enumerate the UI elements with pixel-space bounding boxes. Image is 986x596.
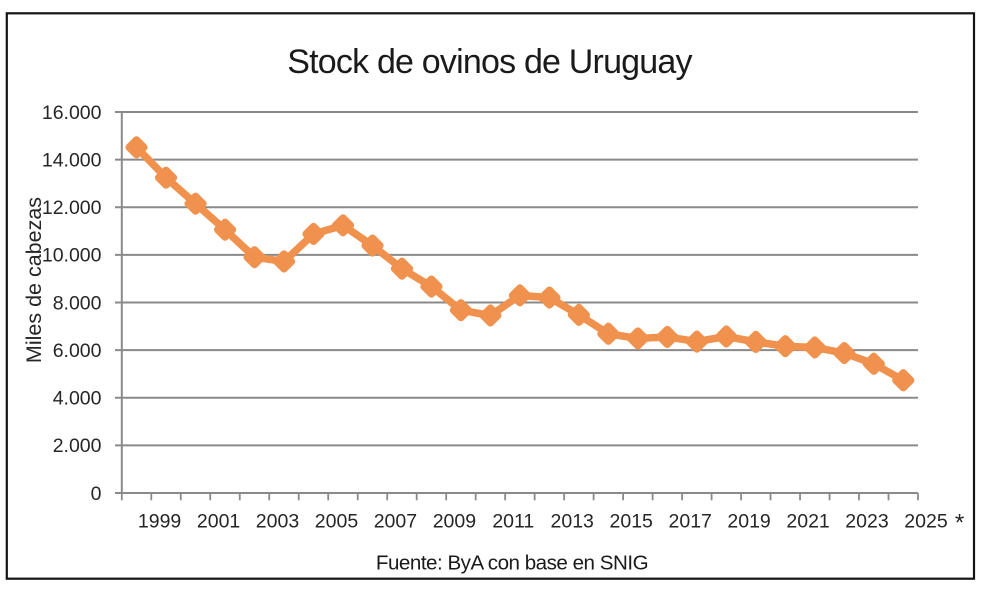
svg-text:2007: 2007 (374, 511, 417, 533)
svg-text:2.000: 2.000 (53, 435, 102, 457)
svg-text:10.000: 10.000 (42, 245, 102, 267)
svg-text:16.000: 16.000 (42, 102, 102, 124)
svg-text:12.000: 12.000 (42, 197, 102, 219)
svg-text:1999: 1999 (138, 511, 181, 533)
svg-text:8.000: 8.000 (53, 292, 102, 314)
svg-text:2021: 2021 (786, 511, 829, 533)
svg-text:4.000: 4.000 (53, 388, 102, 410)
svg-text:2019: 2019 (727, 511, 770, 533)
svg-text:Miles de cabezas: Miles de cabezas (22, 197, 46, 363)
svg-text:2009: 2009 (433, 511, 476, 533)
svg-text:14.000: 14.000 (42, 149, 102, 171)
svg-text:2011: 2011 (492, 511, 534, 533)
svg-text:0: 0 (91, 483, 102, 505)
svg-text:*: * (955, 509, 964, 536)
svg-text:2003: 2003 (256, 511, 299, 533)
svg-text:2023: 2023 (845, 511, 888, 533)
svg-text:2013: 2013 (551, 511, 594, 533)
svg-text:2001: 2001 (197, 511, 240, 533)
svg-text:2015: 2015 (610, 511, 654, 533)
svg-text:2025: 2025 (904, 511, 948, 533)
svg-text:Stock de ovinos de Uruguay: Stock de ovinos de Uruguay (287, 43, 692, 81)
svg-text:6.000: 6.000 (53, 340, 102, 362)
svg-text:2017: 2017 (669, 511, 712, 533)
svg-text:Fuente: ByA con base en SNIG: Fuente: ByA con base en SNIG (376, 552, 648, 575)
svg-text:2005: 2005 (315, 511, 359, 533)
